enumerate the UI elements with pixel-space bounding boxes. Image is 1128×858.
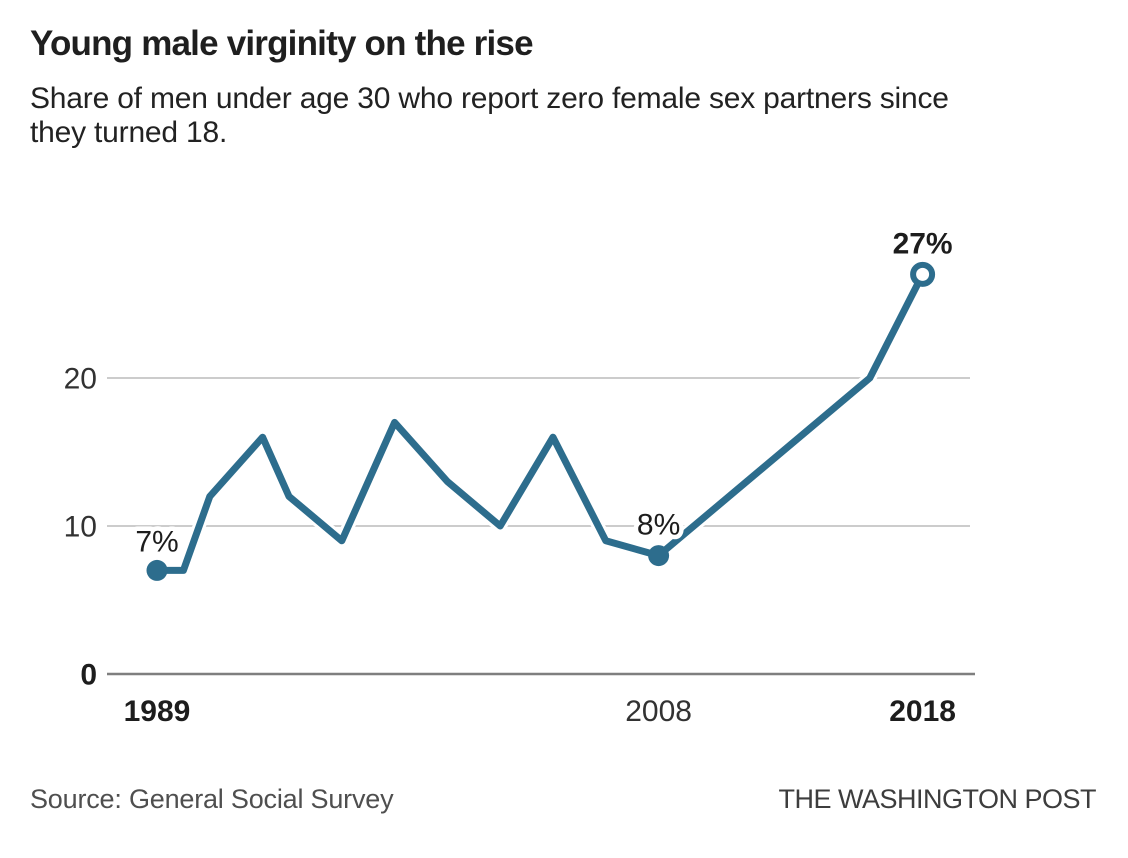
chart-subtitle-line-2: they turned 18.	[30, 116, 228, 149]
washington-post-wordmark: THE WASHINGTON POST	[778, 784, 1096, 814]
line-chart: 20 10 0 1989 2008 2018 7% 8% 27%	[63, 227, 975, 728]
x-axis-label-2008: 2008	[625, 695, 692, 728]
chart-subtitle-line-1: Share of men under age 30 who report zer…	[30, 82, 949, 115]
x-axis-label-2018: 2018	[889, 695, 956, 728]
value-label-2008: 8%	[637, 509, 680, 542]
x-axis-label-1989: 1989	[124, 695, 191, 728]
chart-title: Young male virginity on the rise	[30, 24, 534, 63]
value-label-2018: 27%	[893, 227, 953, 260]
value-label-1989: 7%	[135, 525, 178, 558]
data-point-1989-marker	[146, 559, 168, 581]
data-point-2008-marker	[648, 545, 670, 567]
source-credit: Source: General Social Survey	[30, 784, 394, 814]
y-axis-label-10: 10	[64, 511, 97, 544]
chart-footer: Source: General Social Survey THE WASHIN…	[0, 784, 1128, 815]
chart-subtitle: Share of men under age 30 who report zer…	[30, 82, 949, 150]
y-axis-label-0: 0	[80, 659, 97, 692]
y-axis-label-20: 20	[64, 363, 97, 396]
data-point-2018-open-marker	[910, 261, 936, 287]
